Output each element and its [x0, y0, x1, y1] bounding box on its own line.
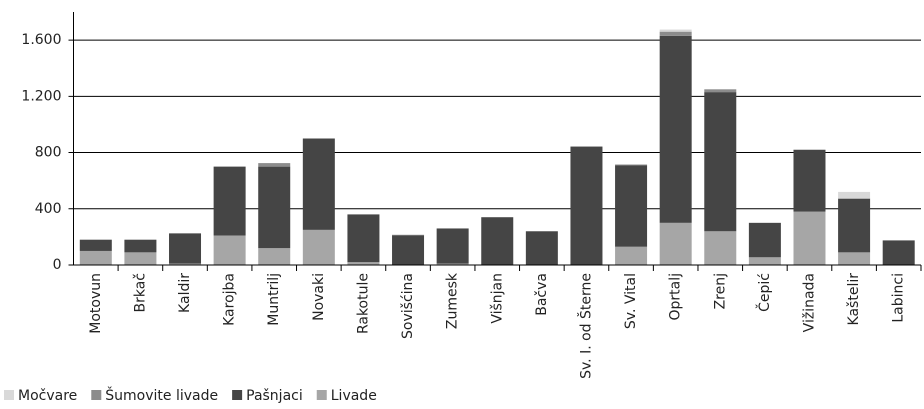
y-tick-label: 800 [35, 145, 62, 161]
x-tick-label: Novaki [311, 273, 327, 321]
bar-segment [615, 164, 648, 166]
x-tick-label: Kaštelir [846, 273, 862, 326]
x-tick-label: Labinci [891, 273, 907, 323]
bar-segment [124, 252, 157, 265]
legend-swatch [4, 390, 14, 400]
bar-segment [436, 228, 469, 264]
bar-segment [258, 248, 291, 265]
bar-segment [748, 257, 781, 265]
x-tick-label: Kaldir [177, 273, 193, 313]
bar-segment [838, 198, 871, 199]
y-tick-label: 0 [53, 257, 62, 273]
legend-label: Močvare [18, 388, 77, 404]
bar-segment [169, 263, 202, 265]
y-tick-label: 400 [35, 201, 62, 217]
bar-segment [481, 217, 514, 265]
x-tick-label: Višnjan [489, 273, 505, 324]
bar-segment [302, 229, 335, 265]
x-tick-label: Karojba [222, 273, 238, 326]
x-tick-label: Brkač [132, 273, 148, 313]
legend-label: Pašnjaci [246, 388, 303, 404]
x-tick-label: Oprtalj [668, 273, 684, 321]
bar-segment [704, 89, 737, 93]
bar-segment [392, 235, 425, 265]
bar-segment [79, 250, 112, 265]
legend-swatch [316, 390, 327, 400]
bar-segment [525, 231, 558, 265]
x-tick-label: Rakotule [355, 273, 371, 334]
x-tick-label: Sv. Vital [623, 273, 639, 329]
x-tick-label: Sv. I. od Šterne [576, 273, 594, 379]
y-tick-label: 1.600 [21, 32, 61, 48]
x-tick-label: Bačva [534, 273, 550, 316]
x-tick-label: Motovun [88, 273, 104, 334]
bar-segment [392, 234, 425, 236]
bar-segment [258, 163, 291, 167]
bar-segment [793, 149, 826, 212]
bar-segment [704, 231, 737, 265]
bar-segment [169, 233, 202, 264]
legend-swatch [232, 390, 243, 400]
bar-segment [793, 211, 826, 265]
bar-segment [882, 240, 915, 265]
bar-segment [615, 246, 648, 265]
bar-segment [615, 165, 648, 247]
bar-segment [659, 31, 692, 36]
bar-segment [704, 92, 737, 232]
bar-segment [659, 222, 692, 265]
x-tick-label: Sovišćina [400, 273, 416, 339]
x-tick-label: Zumesk [445, 272, 461, 329]
x-tick-label: Čepić [755, 273, 773, 312]
bar-segment [748, 222, 781, 258]
bar-segment [347, 214, 380, 263]
x-tick-label: Muntrilj [266, 273, 282, 326]
bar-segment [302, 138, 335, 230]
bar-segment [838, 198, 871, 253]
legend-swatch [91, 390, 102, 400]
bar-segment [570, 146, 603, 265]
bar-segment [124, 239, 157, 253]
x-tick-label: Zrenj [712, 273, 728, 309]
x-tick-label: Vižinada [801, 273, 817, 332]
legend-label: Šumovite livade [105, 386, 218, 404]
bar-segment [79, 239, 112, 251]
bar-segment [659, 35, 692, 223]
bar-segment [838, 191, 871, 199]
bar-segment [436, 263, 469, 265]
bar-segment [347, 262, 380, 265]
bar-segment [838, 252, 871, 265]
bar-segment [570, 146, 603, 147]
bar-segment [659, 29, 692, 32]
bar-segment [258, 166, 291, 249]
legend-label: Livade [331, 388, 377, 404]
bar-segment [213, 166, 246, 236]
y-tick-label: 1.200 [21, 88, 61, 104]
bar-segment [213, 235, 246, 265]
